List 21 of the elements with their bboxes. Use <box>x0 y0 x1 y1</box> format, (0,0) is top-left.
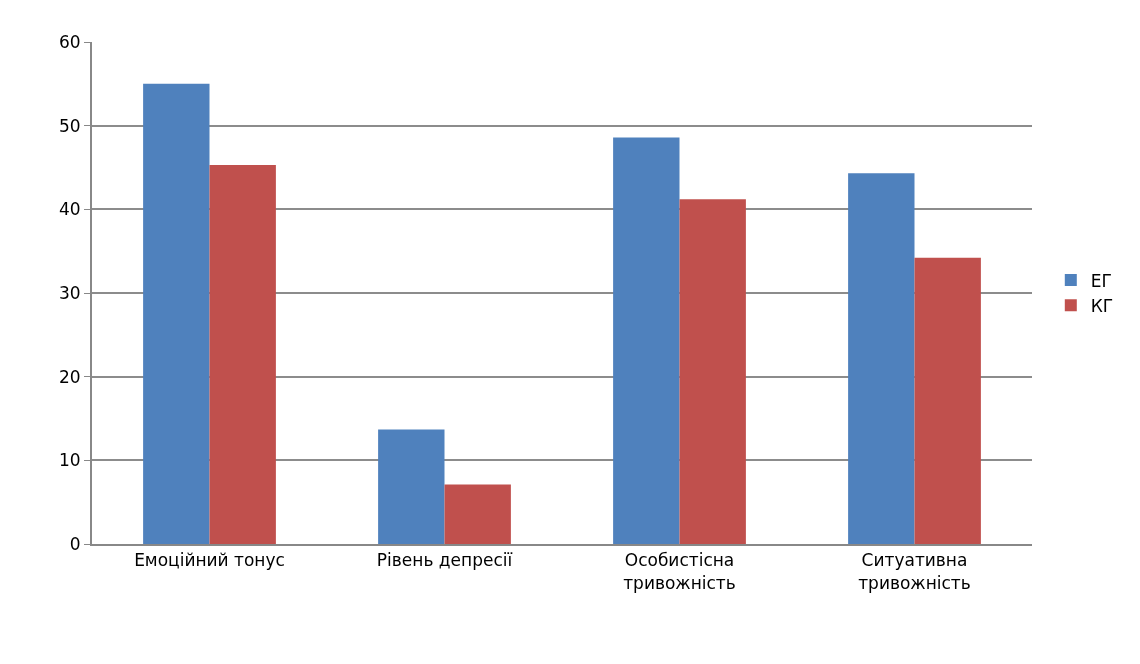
bar <box>143 83 210 544</box>
y-tick-label: 60 <box>58 31 81 52</box>
y-tick-label: 10 <box>58 450 81 471</box>
x-tick-label: Емоційний тонус <box>134 550 285 571</box>
x-tick-label: Рівень депресії <box>376 550 513 571</box>
bar <box>209 164 276 544</box>
y-tick-label: 30 <box>58 282 81 303</box>
y-tick-label: 40 <box>58 199 81 220</box>
bar <box>679 199 746 544</box>
bar <box>914 257 981 544</box>
legend-label: КГ <box>1090 295 1114 316</box>
bar <box>444 484 511 544</box>
y-tick-label: 20 <box>58 366 81 387</box>
x-tick-label: Особистісна тривожність <box>623 550 736 593</box>
y-tick-label: 0 <box>69 533 81 554</box>
y-tick-label: 50 <box>58 115 81 136</box>
x-tick-label: Ситуативна тривожність <box>858 550 971 593</box>
bar <box>378 429 445 544</box>
bar <box>848 173 915 544</box>
bar <box>613 137 680 544</box>
legend-label: ЕГ <box>1090 270 1112 291</box>
